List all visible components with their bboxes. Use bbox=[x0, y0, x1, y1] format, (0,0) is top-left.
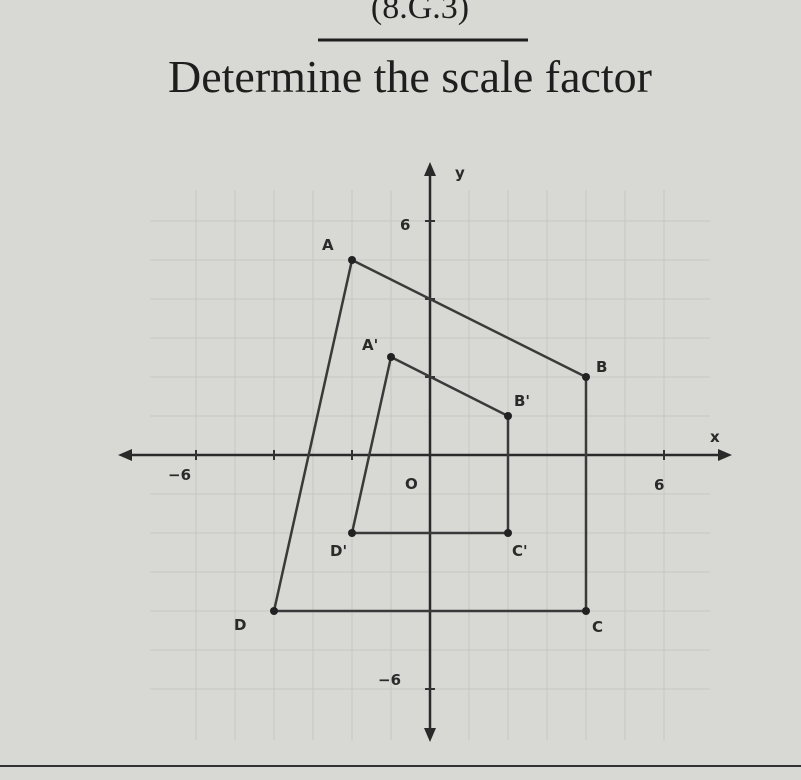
tick-label: −6 bbox=[378, 671, 401, 689]
vertex-label: D' bbox=[330, 542, 347, 560]
title: Determine the scale factor bbox=[168, 51, 652, 102]
tick-label: 6 bbox=[400, 216, 410, 234]
tick-label: 6 bbox=[654, 476, 664, 494]
vertex-label: B' bbox=[514, 392, 530, 410]
origin-label: O bbox=[405, 475, 418, 493]
standard-code: (8.G.3) bbox=[371, 0, 469, 26]
vertex-label: C' bbox=[512, 542, 528, 560]
vertex-label: A bbox=[322, 236, 334, 254]
axes bbox=[118, 162, 732, 742]
y-axis-label: y bbox=[455, 164, 465, 182]
vertices bbox=[270, 256, 590, 615]
vertex-label: D bbox=[234, 616, 246, 634]
vertex-label: B bbox=[596, 358, 607, 376]
tick-label: −6 bbox=[168, 466, 191, 484]
vertex-label: C bbox=[592, 618, 603, 636]
vertex-label: A' bbox=[362, 336, 378, 354]
x-axis-label: x bbox=[710, 428, 720, 446]
